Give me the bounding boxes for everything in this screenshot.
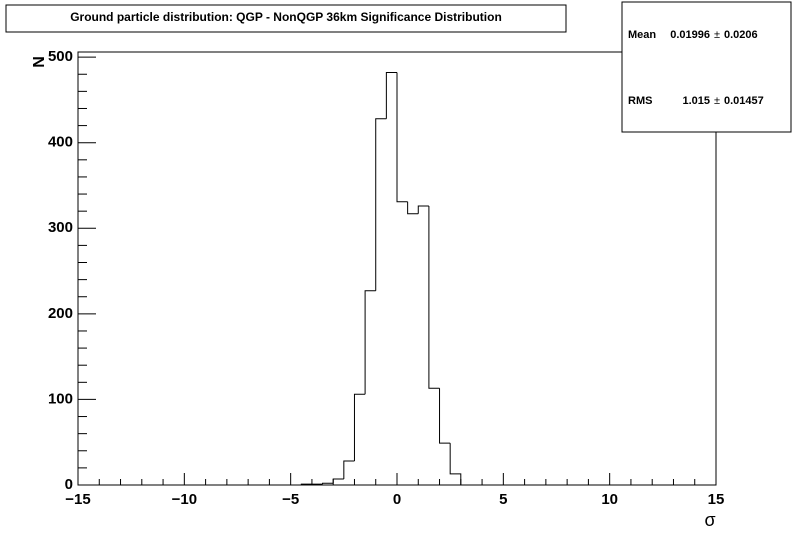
stat-name: RMS	[628, 95, 652, 107]
y-tick-label: 100	[48, 390, 73, 407]
stat-value: 0.01996	[670, 29, 710, 41]
histogram-bin	[343, 460, 355, 480]
x-tick-label: −10	[172, 491, 197, 508]
title-box	[5, 4, 567, 33]
histogram-bin	[364, 290, 376, 395]
y-tick-label: 500	[48, 48, 73, 65]
stat-separator: ±	[714, 29, 720, 41]
histogram-bin	[449, 443, 462, 485]
histogram-bin	[428, 206, 440, 389]
y-axis-label: N	[31, 56, 48, 68]
x-tick-label: −15	[65, 491, 90, 508]
histogram-bin	[396, 72, 408, 203]
histogram-bin	[385, 72, 397, 119]
stat-name: Mean	[628, 29, 656, 41]
x-tick-label: 5	[499, 491, 507, 508]
x-tick-label: 0	[393, 491, 401, 508]
chart-title: Ground particle distribution: QGP - NonQ…	[70, 10, 502, 24]
histogram-bin	[407, 201, 419, 215]
x-tick-label: 10	[601, 491, 618, 508]
stat-error: 0.0206	[724, 29, 758, 41]
y-tick-label: 400	[48, 134, 73, 151]
y-tick-label: 0	[65, 476, 73, 493]
y-tick-label: 300	[48, 219, 73, 236]
histogram-bin	[417, 205, 429, 214]
stat-value: 1.015	[682, 95, 710, 107]
histogram-bin	[375, 118, 387, 291]
x-tick-label: −5	[282, 491, 299, 508]
stat-error: 0.01457	[724, 95, 764, 107]
histogram-bin	[332, 478, 344, 484]
y-tick-label: 200	[48, 305, 73, 322]
histogram-bin	[353, 393, 366, 462]
histogram-bin	[300, 483, 312, 485]
x-tick-label: 15	[708, 491, 725, 508]
histogram-bin	[322, 482, 334, 485]
histogram-bin	[439, 388, 451, 444]
x-axis-label: σ	[704, 510, 715, 530]
stats-box	[621, 1, 792, 133]
stat-separator: ±	[714, 95, 720, 107]
